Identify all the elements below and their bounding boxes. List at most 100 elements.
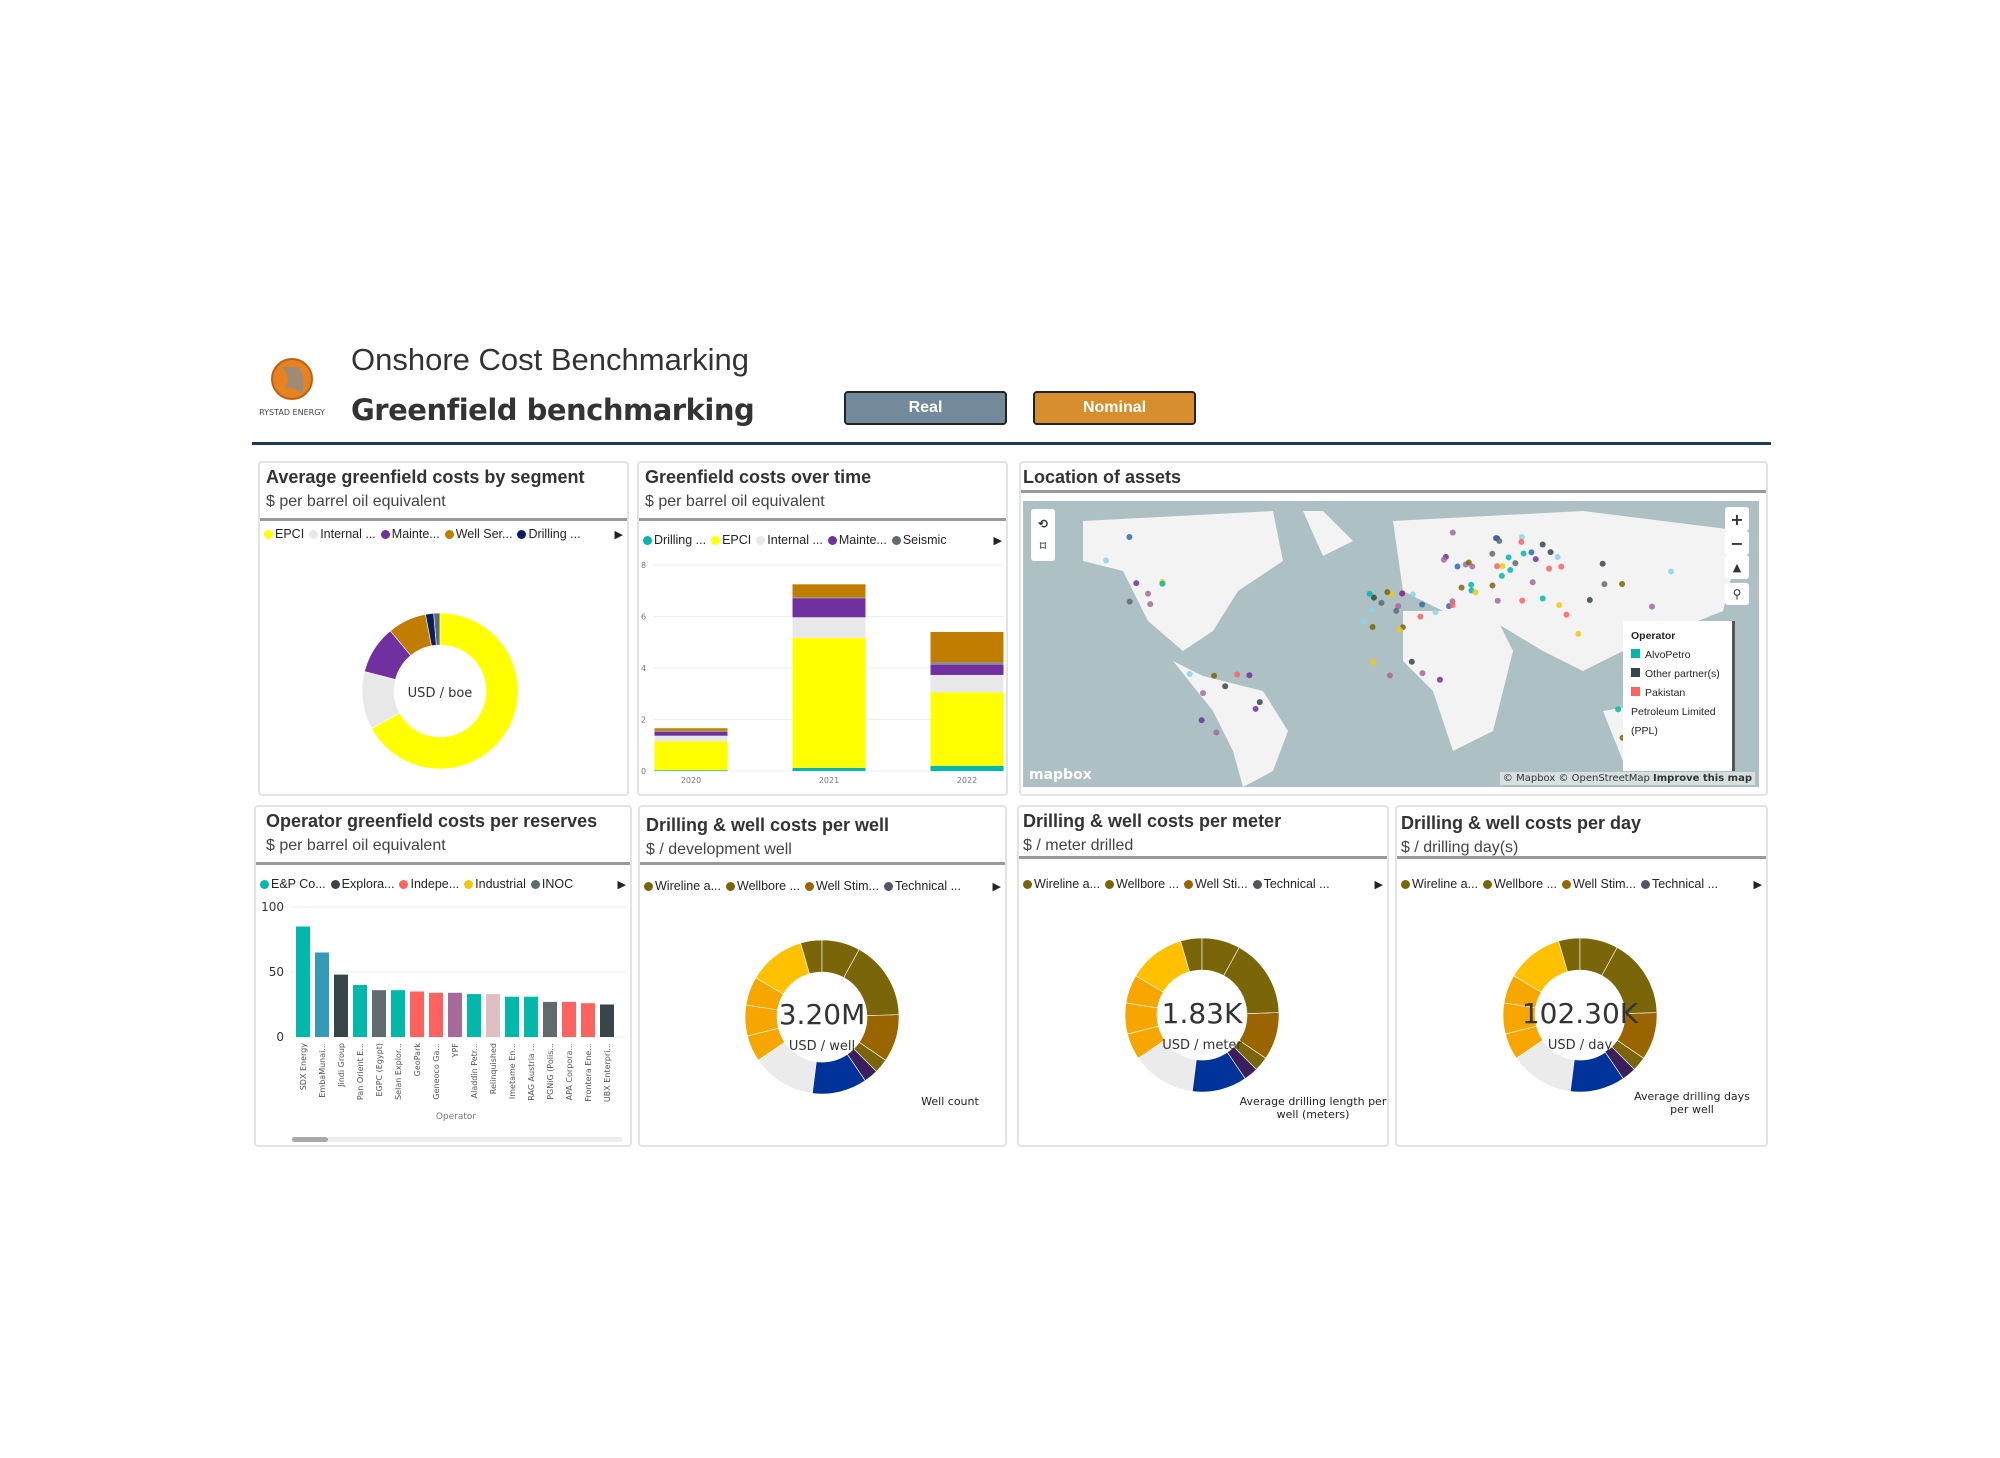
donut-slice-0[interactable] (1201, 937, 1240, 976)
bar-segment-seismic[interactable] (654, 730, 728, 732)
asset-marker[interactable] (1145, 590, 1152, 597)
asset-marker[interactable] (1449, 602, 1456, 609)
asset-marker[interactable] (1494, 563, 1501, 570)
asset-marker[interactable] (1211, 672, 1218, 679)
bar-segment-maintenance[interactable] (930, 664, 1004, 675)
legend-next-arrow-icon[interactable]: ▶ (992, 881, 1001, 893)
asset-marker[interactable] (1454, 563, 1461, 570)
asset-marker[interactable] (1505, 554, 1512, 561)
asset-marker[interactable] (1252, 705, 1259, 712)
donut-slice-0[interactable] (1579, 937, 1618, 976)
donut-slice-10[interactable] (1513, 940, 1568, 993)
donut-slice-7[interactable] (1505, 1025, 1544, 1059)
operator-bar[interactable] (562, 1001, 576, 1037)
bar-segment-internal[interactable] (930, 674, 1004, 693)
legend-item[interactable]: Wireline a... (1401, 877, 1478, 891)
asset-marker[interactable] (1472, 589, 1479, 596)
asset-marker[interactable] (1246, 672, 1253, 679)
legend-item[interactable]: Technical ... (1252, 877, 1330, 891)
map-legend-item[interactable]: AlvoPetro (1631, 646, 1724, 665)
asset-marker[interactable] (1126, 534, 1133, 541)
asset-marker[interactable] (1499, 563, 1506, 570)
donut-slice-5[interactable] (812, 1053, 866, 1095)
donut-slice-1[interactable] (1223, 947, 1280, 1014)
asset-marker[interactable] (1465, 559, 1472, 566)
asset-marker[interactable] (1468, 581, 1475, 588)
operator-bar[interactable] (505, 996, 519, 1037)
asset-marker[interactable] (1436, 676, 1443, 683)
asset-marker[interactable] (1575, 630, 1582, 637)
bar-segment-maintenance[interactable] (654, 731, 728, 736)
legend-item[interactable]: Well Stim... (1562, 877, 1636, 891)
legend-item[interactable]: Wellbore ... (1483, 877, 1557, 891)
map-legend-item[interactable]: Pakistan Petroleum Limited (PPL) (1631, 684, 1724, 741)
asset-marker[interactable] (1198, 717, 1205, 724)
legend-item[interactable]: Wellbore ... (1105, 877, 1179, 891)
rect-select-icon[interactable]: ⌑ (1039, 539, 1047, 553)
donut-slice-6[interactable] (757, 1041, 817, 1094)
asset-marker[interactable] (1386, 672, 1393, 679)
asset-marker[interactable] (1449, 529, 1456, 536)
asset-marker[interactable] (1370, 594, 1377, 601)
donut-slice-3[interactable] (853, 1041, 887, 1072)
asset-marker[interactable] (1518, 538, 1525, 545)
legend-item[interactable]: Technical ... (883, 879, 961, 893)
asset-marker[interactable] (1458, 584, 1465, 591)
asset-marker[interactable] (1494, 597, 1501, 604)
asset-marker[interactable] (1384, 589, 1391, 596)
bar-segment-drilling[interactable] (654, 770, 728, 771)
asset-marker[interactable] (1599, 560, 1606, 567)
asset-marker[interactable] (1512, 560, 1519, 567)
operator-bar[interactable] (391, 990, 405, 1037)
donut-slice-9[interactable] (1125, 975, 1164, 1009)
bar-segment-well-services[interactable] (792, 584, 866, 598)
legend-item[interactable]: Industrial (464, 877, 526, 891)
legend-item[interactable]: Drilling ... (517, 527, 581, 541)
operator-bar[interactable] (467, 994, 481, 1037)
asset-marker[interactable] (1395, 603, 1402, 610)
asset-marker[interactable] (1147, 601, 1154, 608)
donut-slice-8[interactable] (744, 1004, 779, 1037)
bar-segment-maintenance[interactable] (792, 598, 866, 618)
legend-item[interactable]: Drilling ... (643, 533, 706, 547)
donut-slice-2[interactable] (858, 1014, 900, 1061)
asset-marker[interactable] (1159, 580, 1166, 587)
asset-marker[interactable] (1369, 623, 1376, 630)
operator-bar[interactable] (486, 994, 500, 1037)
bar-segment-epci[interactable] (654, 741, 728, 771)
donut-slice-8[interactable] (1502, 1002, 1537, 1035)
asset-marker[interactable] (1547, 549, 1554, 556)
legend-item[interactable]: Well Stim... (805, 879, 879, 893)
operator-bar[interactable] (600, 1004, 614, 1038)
donut-slice-7[interactable] (747, 1027, 786, 1061)
asset-marker[interactable] (1539, 541, 1546, 548)
asset-marker[interactable] (1369, 659, 1376, 666)
operator-bar[interactable] (581, 1003, 595, 1037)
asset-marker[interactable] (1393, 607, 1400, 614)
asset-marker[interactable] (1409, 591, 1416, 598)
donut-slice-6[interactable] (1137, 1039, 1197, 1092)
asset-marker[interactable] (1126, 598, 1133, 605)
asset-marker[interactable] (1507, 566, 1514, 573)
world-map[interactable]: ⟲ ⌑ + − ▲ ⚲ Operator AlvoPetro Other partn… (1023, 501, 1759, 787)
donut-slice-1[interactable] (843, 949, 900, 1016)
legend-item[interactable]: Technical ... (1640, 877, 1718, 891)
asset-marker[interactable] (1360, 618, 1367, 625)
operator-bar[interactable] (524, 996, 538, 1037)
legend-next-arrow-icon[interactable]: ▶ (993, 535, 1002, 547)
bar-segment-well-services[interactable] (930, 631, 1004, 663)
legend-next-arrow-icon[interactable]: ▶ (617, 879, 626, 891)
operator-bar[interactable] (448, 992, 462, 1037)
donut-slice-0[interactable] (371, 612, 519, 770)
operator-bar[interactable] (543, 1001, 557, 1037)
asset-marker[interactable] (1528, 549, 1535, 556)
donut-slice-5[interactable] (1570, 1051, 1624, 1093)
operator-bar[interactable] (296, 926, 310, 1038)
asset-marker[interactable] (1186, 671, 1193, 678)
asset-marker[interactable] (1234, 671, 1241, 678)
legend-next-arrow-icon[interactable]: ▶ (614, 529, 623, 541)
operator-bar[interactable] (315, 952, 329, 1038)
asset-marker[interactable] (1529, 579, 1536, 586)
real-button[interactable]: Real (844, 391, 1007, 425)
asset-marker[interactable] (1133, 580, 1140, 587)
